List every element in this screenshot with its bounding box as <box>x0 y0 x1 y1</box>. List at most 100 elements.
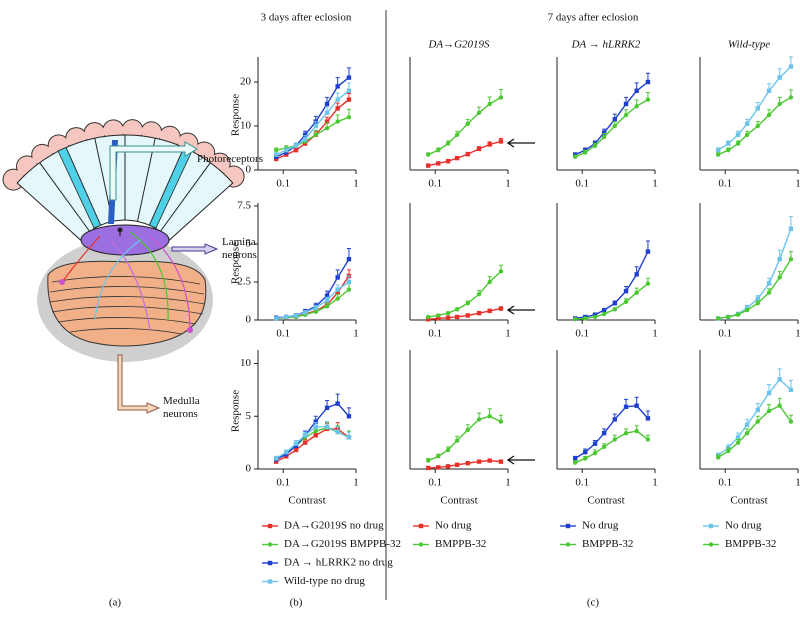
legend-label: DA→G2019S no drug <box>284 520 384 532</box>
marker <box>346 279 352 285</box>
arrow <box>171 243 219 255</box>
x-axis-label: Contrast <box>587 495 624 507</box>
marker <box>592 450 598 456</box>
marker <box>715 148 721 153</box>
cell-body <box>59 279 65 285</box>
marker <box>777 275 782 280</box>
marker <box>273 152 279 157</box>
legend-label: DA→G2019S BMPPB-32 <box>284 538 401 550</box>
marker <box>425 458 431 463</box>
medulla <box>47 260 207 347</box>
marker <box>766 290 772 295</box>
marker <box>755 407 760 413</box>
marker <box>346 435 352 440</box>
marker <box>788 257 794 262</box>
marker <box>487 308 492 314</box>
marker <box>487 101 492 107</box>
y-tick-label: 7.5 <box>237 200 251 212</box>
marker <box>465 461 470 466</box>
marker <box>623 112 629 118</box>
marker <box>612 123 617 129</box>
marker <box>708 542 714 547</box>
marker <box>313 419 318 424</box>
marker <box>726 448 731 454</box>
x-tick-label: 0.1 <box>718 328 732 340</box>
marker <box>498 306 504 311</box>
marker <box>645 79 651 85</box>
x-tick-label: 0.1 <box>575 477 589 489</box>
marker <box>445 315 451 320</box>
x-axis-label: Contrast <box>730 495 767 507</box>
marker <box>612 437 617 442</box>
marker <box>601 444 607 450</box>
y-tick-label: 0 <box>246 463 252 475</box>
marker <box>755 106 760 111</box>
marker <box>498 459 504 464</box>
panel-label: (a) <box>109 597 122 609</box>
marker <box>735 141 741 146</box>
legend-label: No drug <box>582 520 619 532</box>
marker <box>583 449 588 455</box>
marker <box>335 106 340 111</box>
marker <box>498 419 504 424</box>
marker <box>777 101 782 107</box>
marker <box>634 88 639 93</box>
x-tick-label: 0.1 <box>718 178 732 190</box>
medulla-layers <box>49 276 206 335</box>
marker <box>293 143 299 148</box>
marker <box>755 301 760 306</box>
marker <box>324 110 330 115</box>
marker <box>476 310 482 316</box>
marker <box>583 316 588 321</box>
legend-label: Wild-type no drug <box>284 575 365 587</box>
pointer-arrow <box>506 305 535 315</box>
marker <box>267 579 273 584</box>
y-tick-label: 10 <box>240 120 252 132</box>
y-tick-label: 5 <box>246 238 252 250</box>
marker <box>744 132 750 137</box>
marker <box>335 275 340 280</box>
marker <box>744 305 750 311</box>
marker <box>601 311 607 317</box>
x-tick-label: 1 <box>795 328 800 340</box>
marker <box>465 427 470 433</box>
marker <box>313 428 318 434</box>
marker <box>476 146 482 152</box>
x-tick-label: 0.1 <box>575 178 589 190</box>
marker <box>313 305 318 311</box>
marker <box>302 433 308 438</box>
marker <box>436 161 441 166</box>
marker <box>273 456 279 461</box>
column-header: 7 days after eclosion <box>548 12 639 24</box>
marker <box>623 299 629 304</box>
marker <box>445 464 451 469</box>
cell-body <box>117 227 123 233</box>
marker <box>436 316 441 321</box>
marker <box>498 139 504 144</box>
marker <box>476 110 482 116</box>
marker <box>425 163 431 168</box>
marker <box>601 307 607 313</box>
marker <box>634 290 639 295</box>
marker <box>777 75 782 80</box>
marker <box>324 304 330 309</box>
marker <box>487 414 492 419</box>
marker <box>293 148 299 153</box>
marker <box>788 419 794 424</box>
marker <box>284 148 289 153</box>
marker <box>788 226 794 231</box>
x-tick-label: 0.1 <box>276 477 290 489</box>
y-tick-label: 0 <box>246 164 252 176</box>
marker <box>346 75 352 80</box>
marker <box>645 437 651 442</box>
marker <box>592 441 598 446</box>
marker <box>418 542 424 547</box>
lens <box>3 120 247 190</box>
marker <box>601 130 607 135</box>
marker <box>335 401 340 406</box>
marker <box>425 317 431 322</box>
marker <box>592 314 598 320</box>
marker <box>565 542 571 547</box>
eye-diagram <box>2 119 248 414</box>
marker <box>302 310 308 315</box>
